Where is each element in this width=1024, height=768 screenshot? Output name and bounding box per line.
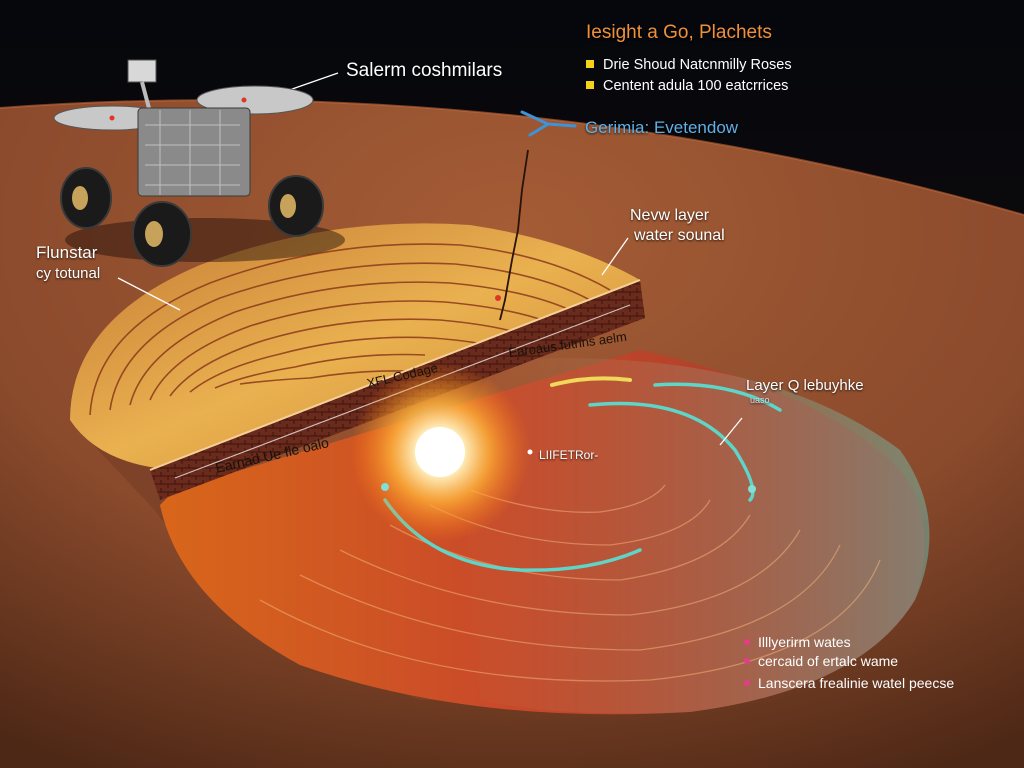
flunstar-sublabel: cy totunal [36, 265, 101, 282]
note-bullet [744, 658, 750, 664]
layer-sublabel: uaso [750, 395, 770, 405]
layer-label: Layer Q lebuyhke [746, 377, 864, 394]
new-layer-sublabel: water sounal [634, 227, 725, 244]
note-item: Illlyerirm wates [744, 634, 851, 650]
legend-item: Drie Shoud Natcnmilly Roses [586, 57, 792, 73]
note-text: Lanscera frealinie watel peecse [758, 675, 955, 691]
note-text: Illlyerirm wates [758, 634, 851, 650]
legend-swatch [586, 81, 594, 89]
ice-marker-right [748, 485, 756, 493]
rover [53, 59, 345, 267]
rover-label: Salerm coshmilars [346, 60, 503, 81]
floor-contours [259, 484, 881, 682]
germinia-label: Gerimia: Evetendow [585, 118, 739, 137]
legend-item: Centent adula 100 eatcrrices [586, 78, 788, 94]
legend-item-label: Drie Shoud Natcnmilly Roses [603, 57, 792, 73]
note-item: Lanscera frealinie watel peecse [744, 675, 954, 691]
surface-crack [499, 149, 529, 321]
germinia-bracket [520, 110, 577, 137]
horizon-line [0, 99, 1024, 216]
ice-marker-left [381, 483, 389, 491]
note-text: cercaid of ertalc wame [758, 653, 899, 669]
note-item: cercaid of ertalc wame [744, 653, 898, 669]
note-bullet [744, 639, 750, 645]
legend-swatch [586, 60, 594, 68]
flunstar-label: Flunstar [36, 243, 98, 262]
new-layer-label: Nevw layer [630, 207, 710, 224]
yellow-arc [550, 376, 632, 387]
dome-contours [89, 243, 611, 416]
legend-title: Iesight a Go, Plachets [586, 22, 772, 43]
rover-camera-mast [127, 59, 157, 83]
note-bullet [744, 680, 750, 686]
sun-core [415, 427, 465, 477]
sun-point-marker [527, 449, 533, 455]
ice-overlay [460, 358, 930, 714]
stratified-dome [70, 223, 640, 470]
legend-item-label: Centent adula 100 eatcrrices [603, 78, 789, 94]
solar-panel-right [196, 85, 314, 115]
rover-body [137, 107, 251, 197]
dome-marker [495, 295, 501, 301]
sun-point-label: LIIFETRor- [539, 448, 599, 462]
